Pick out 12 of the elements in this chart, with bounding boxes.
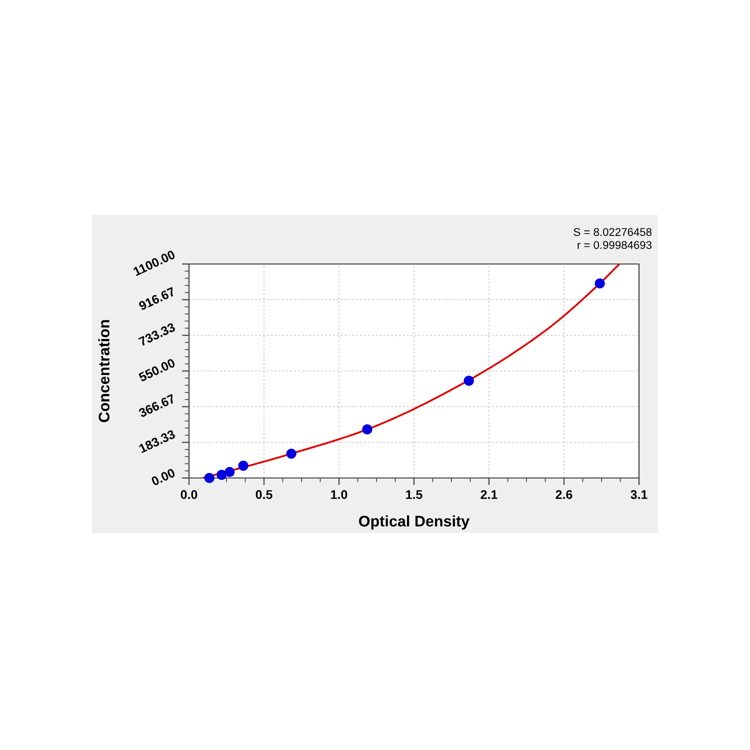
y-tick-label: 0.00 [150,468,176,486]
x-tick-label: 0.0 [180,490,198,499]
x-tick-label: 1.5 [406,490,422,499]
x-tick-label: 2.6 [556,490,572,499]
x-tick-label: 2.1 [480,490,498,499]
x-tick-label: 3.1 [630,490,648,500]
y-axis-title: Concentration [98,320,110,422]
x-tick-label: 1.0 [331,490,348,499]
text: S = 8.02276458 [574,228,652,236]
x-axis-title: Optical Density [359,515,470,530]
text: r = 0.99984693 [578,241,652,249]
x-tick-label: 0.5 [256,490,272,499]
